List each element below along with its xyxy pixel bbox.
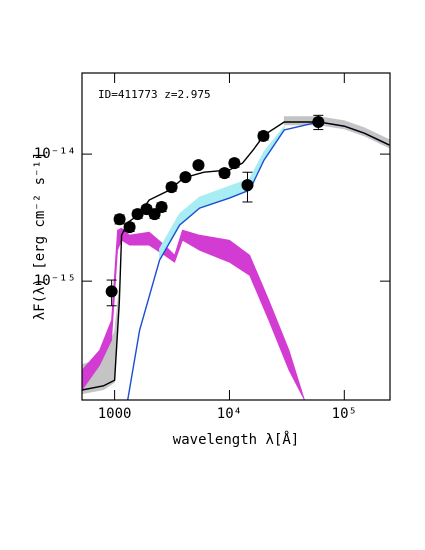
plot-area	[82, 114, 390, 400]
data-point	[113, 213, 126, 226]
data-point	[123, 221, 136, 234]
x-tick-label: 10⁵	[332, 406, 357, 422]
frame	[81, 72, 391, 401]
data-point	[155, 201, 168, 214]
y-axis-label: λF(λ) [erg cm⁻² s⁻¹]	[32, 152, 48, 321]
y-tick-label: 10⁻¹⁴	[34, 146, 76, 162]
x-tick-label: 1000	[98, 406, 132, 422]
data-point	[131, 208, 144, 221]
data-point	[218, 167, 231, 180]
data-point	[257, 129, 270, 142]
data-point	[228, 157, 241, 170]
data-point	[179, 171, 192, 184]
data-point	[192, 159, 205, 172]
y-tick-label: 10⁻¹⁵	[34, 273, 76, 289]
data-point	[165, 181, 178, 194]
x-axis-label: wavelength λ[Å]	[173, 431, 299, 448]
model-band	[82, 227, 305, 400]
data-point	[312, 115, 325, 128]
annotation: ID=411773 z=2.975	[98, 88, 211, 101]
data-point	[105, 285, 118, 298]
x-tick-label: 10⁴	[217, 406, 242, 422]
data-point	[241, 179, 254, 192]
